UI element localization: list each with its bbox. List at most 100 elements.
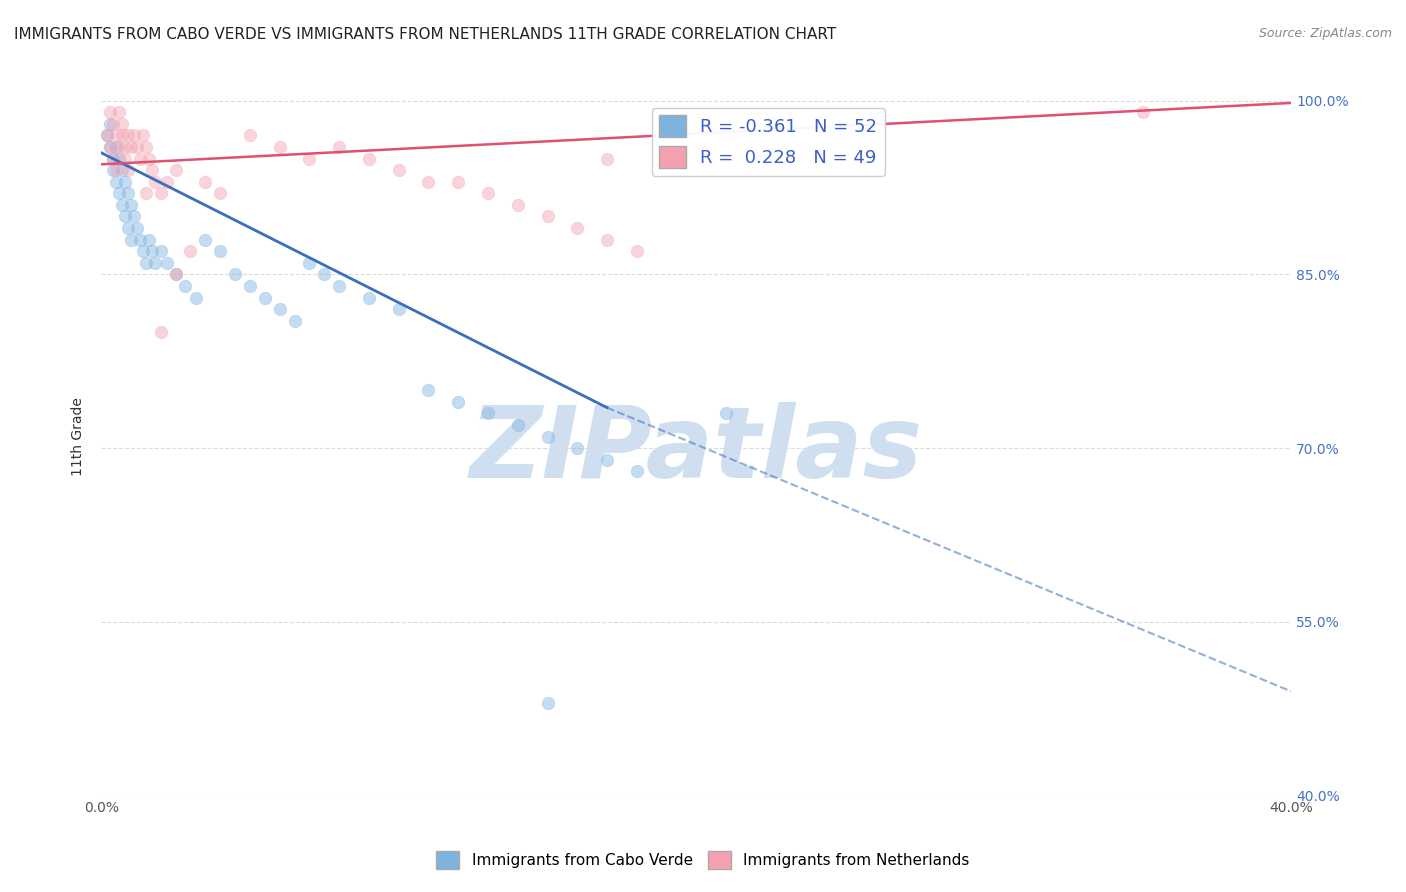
Point bbox=[108, 152, 131, 166]
Point bbox=[567, 221, 589, 235]
Point bbox=[143, 256, 166, 270]
Legend: Immigrants from Cabo Verde, Immigrants from Netherlands: Immigrants from Cabo Verde, Immigrants f… bbox=[430, 845, 976, 875]
Point bbox=[156, 175, 179, 189]
Point bbox=[138, 233, 160, 247]
Point bbox=[165, 163, 187, 178]
Point bbox=[122, 128, 145, 143]
Point bbox=[98, 117, 121, 131]
Point bbox=[98, 105, 121, 120]
Point bbox=[239, 279, 262, 293]
Text: IMMIGRANTS FROM CABO VERDE VS IMMIGRANTS FROM NETHERLANDS 11TH GRADE CORRELATION: IMMIGRANTS FROM CABO VERDE VS IMMIGRANTS… bbox=[14, 27, 837, 42]
Point bbox=[117, 186, 139, 201]
Point bbox=[328, 279, 350, 293]
Point bbox=[105, 175, 128, 189]
Point bbox=[114, 140, 136, 154]
Point bbox=[1132, 105, 1154, 120]
Point bbox=[447, 394, 470, 409]
Point bbox=[111, 198, 134, 212]
Point bbox=[165, 268, 187, 282]
Point bbox=[253, 291, 276, 305]
Point bbox=[125, 221, 148, 235]
Point bbox=[141, 163, 163, 178]
Point bbox=[108, 140, 131, 154]
Point bbox=[101, 152, 124, 166]
Point bbox=[596, 152, 619, 166]
Point bbox=[114, 210, 136, 224]
Point bbox=[114, 152, 136, 166]
Point bbox=[105, 163, 128, 178]
Point bbox=[114, 175, 136, 189]
Point bbox=[149, 244, 172, 259]
Legend: R = -0.361   N = 52, R =  0.228   N = 49: R = -0.361 N = 52, R = 0.228 N = 49 bbox=[652, 108, 884, 176]
Point bbox=[135, 140, 157, 154]
Point bbox=[194, 175, 217, 189]
Point bbox=[143, 175, 166, 189]
Point bbox=[269, 140, 291, 154]
Point bbox=[388, 163, 411, 178]
Point bbox=[626, 244, 648, 259]
Point bbox=[388, 302, 411, 317]
Point bbox=[120, 233, 142, 247]
Text: Source: ZipAtlas.com: Source: ZipAtlas.com bbox=[1258, 27, 1392, 40]
Text: ZIPatlas: ZIPatlas bbox=[470, 402, 922, 500]
Point bbox=[105, 128, 128, 143]
Point bbox=[477, 406, 499, 420]
Point bbox=[105, 140, 128, 154]
Point bbox=[135, 186, 157, 201]
Point bbox=[173, 279, 195, 293]
Point bbox=[108, 186, 131, 201]
Point bbox=[120, 140, 142, 154]
Point bbox=[120, 198, 142, 212]
Y-axis label: 11th Grade: 11th Grade bbox=[72, 397, 86, 476]
Point bbox=[567, 441, 589, 455]
Point bbox=[96, 128, 118, 143]
Point bbox=[125, 140, 148, 154]
Point bbox=[447, 175, 470, 189]
Point bbox=[138, 152, 160, 166]
Point bbox=[596, 452, 619, 467]
Point bbox=[179, 244, 201, 259]
Point bbox=[357, 291, 380, 305]
Point bbox=[224, 268, 246, 282]
Point bbox=[626, 464, 648, 478]
Point bbox=[477, 186, 499, 201]
Point bbox=[101, 152, 124, 166]
Point bbox=[117, 128, 139, 143]
Point bbox=[314, 268, 336, 282]
Point bbox=[141, 244, 163, 259]
Point bbox=[117, 163, 139, 178]
Point bbox=[128, 152, 150, 166]
Point bbox=[135, 256, 157, 270]
Point bbox=[122, 210, 145, 224]
Point bbox=[536, 210, 558, 224]
Point bbox=[357, 152, 380, 166]
Point bbox=[506, 417, 529, 432]
Point bbox=[328, 140, 350, 154]
Point bbox=[132, 128, 155, 143]
Point bbox=[298, 256, 321, 270]
Point bbox=[596, 233, 619, 247]
Point bbox=[149, 186, 172, 201]
Point bbox=[536, 429, 558, 443]
Point bbox=[101, 163, 124, 178]
Point bbox=[714, 406, 737, 420]
Point bbox=[269, 302, 291, 317]
Point bbox=[98, 140, 121, 154]
Point bbox=[209, 244, 232, 259]
Point bbox=[536, 696, 558, 710]
Point bbox=[194, 233, 217, 247]
Point bbox=[298, 152, 321, 166]
Point bbox=[506, 198, 529, 212]
Point bbox=[108, 105, 131, 120]
Point bbox=[418, 175, 440, 189]
Point bbox=[96, 128, 118, 143]
Point bbox=[149, 326, 172, 340]
Point bbox=[111, 117, 134, 131]
Point bbox=[98, 140, 121, 154]
Point bbox=[156, 256, 179, 270]
Point bbox=[284, 314, 307, 328]
Point bbox=[418, 383, 440, 397]
Point bbox=[117, 221, 139, 235]
Point bbox=[165, 268, 187, 282]
Point bbox=[111, 128, 134, 143]
